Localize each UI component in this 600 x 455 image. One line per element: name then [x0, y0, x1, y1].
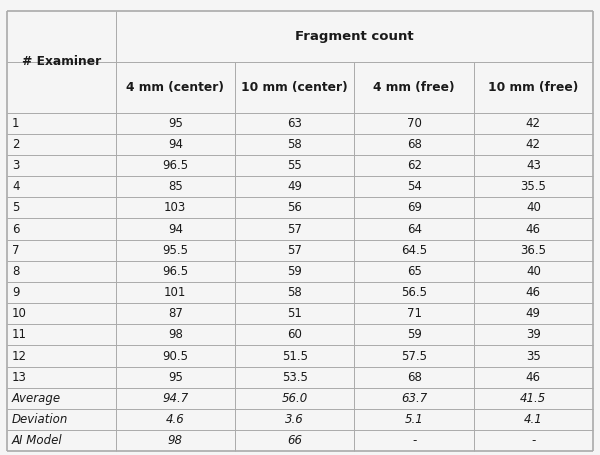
Text: 56.5: 56.5	[401, 286, 427, 299]
Text: 90.5: 90.5	[162, 349, 188, 363]
Text: AI Model: AI Model	[12, 434, 62, 447]
Text: 10 mm (center): 10 mm (center)	[241, 81, 348, 94]
Text: 96.5: 96.5	[162, 159, 188, 172]
Text: 4.6: 4.6	[166, 413, 185, 426]
Text: 11: 11	[12, 329, 27, 341]
Text: 58: 58	[287, 286, 302, 299]
Text: 7: 7	[12, 244, 19, 257]
Text: 95: 95	[168, 116, 183, 130]
Text: 41.5: 41.5	[520, 392, 547, 405]
Text: 85: 85	[168, 180, 182, 193]
Text: 63.7: 63.7	[401, 392, 427, 405]
Text: 96.5: 96.5	[162, 265, 188, 278]
Text: 43: 43	[526, 159, 541, 172]
Text: 39: 39	[526, 329, 541, 341]
Text: 42: 42	[526, 116, 541, 130]
Text: 12: 12	[12, 349, 27, 363]
Text: 35.5: 35.5	[520, 180, 546, 193]
Text: 49: 49	[287, 180, 302, 193]
Text: 4.1: 4.1	[524, 413, 543, 426]
Text: 95: 95	[168, 371, 183, 384]
Text: 103: 103	[164, 202, 187, 214]
Text: Fragment count: Fragment count	[295, 30, 413, 43]
Text: 55: 55	[287, 159, 302, 172]
Text: # Examiner: # Examiner	[22, 56, 101, 68]
Text: 63: 63	[287, 116, 302, 130]
Text: 58: 58	[287, 138, 302, 151]
Text: 46: 46	[526, 371, 541, 384]
Text: 87: 87	[168, 307, 183, 320]
Text: 46: 46	[526, 286, 541, 299]
Text: 5.1: 5.1	[405, 413, 424, 426]
Text: 46: 46	[526, 222, 541, 236]
Text: 94: 94	[168, 138, 183, 151]
Text: 10: 10	[12, 307, 27, 320]
Text: Deviation: Deviation	[12, 413, 68, 426]
Text: 64.5: 64.5	[401, 244, 427, 257]
Text: 59: 59	[287, 265, 302, 278]
Text: 98: 98	[168, 329, 183, 341]
Text: 94.7: 94.7	[162, 392, 188, 405]
Text: 56: 56	[287, 202, 302, 214]
Text: 98: 98	[168, 434, 183, 447]
Text: 42: 42	[526, 138, 541, 151]
Text: 68: 68	[407, 138, 422, 151]
Text: 4 mm (free): 4 mm (free)	[373, 81, 455, 94]
Text: 49: 49	[526, 307, 541, 320]
Text: 70: 70	[407, 116, 422, 130]
Text: 51: 51	[287, 307, 302, 320]
Text: 60: 60	[287, 329, 302, 341]
Text: 57.5: 57.5	[401, 349, 427, 363]
Text: 69: 69	[407, 202, 422, 214]
Text: 53.5: 53.5	[282, 371, 308, 384]
Text: 1: 1	[12, 116, 19, 130]
Text: 54: 54	[407, 180, 422, 193]
Text: 5: 5	[12, 202, 19, 214]
Text: 10 mm (free): 10 mm (free)	[488, 81, 578, 94]
Text: 64: 64	[407, 222, 422, 236]
Text: 95.5: 95.5	[162, 244, 188, 257]
Text: 40: 40	[526, 202, 541, 214]
Text: 9: 9	[12, 286, 19, 299]
Text: 35: 35	[526, 349, 541, 363]
Text: 36.5: 36.5	[520, 244, 547, 257]
Text: 62: 62	[407, 159, 422, 172]
Text: 71: 71	[407, 307, 422, 320]
Text: 3: 3	[12, 159, 19, 172]
Text: 94: 94	[168, 222, 183, 236]
Text: 68: 68	[407, 371, 422, 384]
Text: 3.6: 3.6	[286, 413, 304, 426]
Text: 101: 101	[164, 286, 187, 299]
Text: 40: 40	[526, 265, 541, 278]
Text: 65: 65	[407, 265, 422, 278]
Text: 57: 57	[287, 244, 302, 257]
Text: 59: 59	[407, 329, 422, 341]
Text: 56.0: 56.0	[281, 392, 308, 405]
Text: 8: 8	[12, 265, 19, 278]
Text: 66: 66	[287, 434, 302, 447]
Text: 13: 13	[12, 371, 27, 384]
Text: 2: 2	[12, 138, 19, 151]
Text: 4 mm (center): 4 mm (center)	[127, 81, 224, 94]
Text: 4: 4	[12, 180, 19, 193]
Text: Average: Average	[12, 392, 61, 405]
Text: -: -	[531, 434, 535, 447]
Text: 51.5: 51.5	[282, 349, 308, 363]
Text: -: -	[412, 434, 416, 447]
Text: 6: 6	[12, 222, 19, 236]
Text: 57: 57	[287, 222, 302, 236]
